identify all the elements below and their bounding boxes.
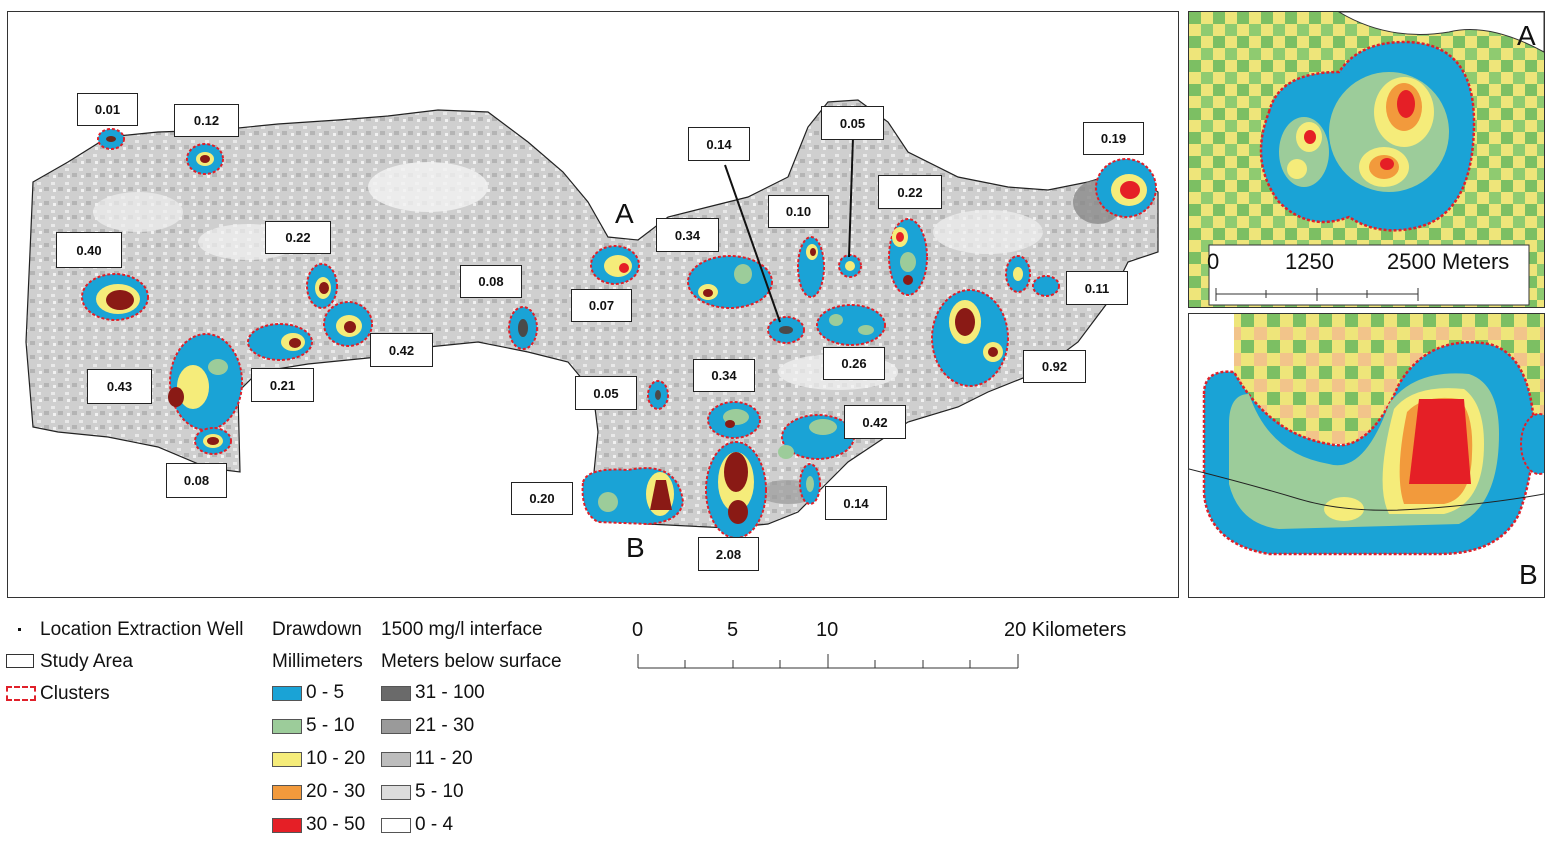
cluster-c13 bbox=[797, 236, 825, 298]
interface-swatch bbox=[381, 752, 411, 767]
cluster-value-label: 0.34 bbox=[693, 359, 755, 392]
interface-swatch bbox=[381, 719, 411, 734]
cluster-c21 bbox=[707, 401, 761, 439]
inset-scale-label: 2500 Meters bbox=[1387, 249, 1510, 274]
scale-bar-graphic bbox=[637, 654, 1019, 669]
legend-well-label: Location Extraction Well bbox=[40, 619, 244, 640]
cluster-c6 bbox=[247, 323, 313, 361]
drawdown-label: 0 - 5 bbox=[306, 682, 345, 703]
inset-marker-a: A bbox=[615, 198, 634, 229]
cluster-c4 bbox=[306, 263, 338, 309]
interface-label: 0 - 4 bbox=[415, 814, 454, 835]
cluster-c7 bbox=[323, 301, 373, 347]
cluster-c24 bbox=[705, 441, 767, 539]
cluster-value-label: 0.01 bbox=[77, 93, 138, 126]
cluster-c16 bbox=[1095, 158, 1157, 218]
cluster-c25 bbox=[799, 463, 821, 505]
drawdown-swatch bbox=[272, 752, 302, 767]
cluster-value-label: 0.08 bbox=[460, 265, 522, 298]
cluster-c11 bbox=[687, 255, 773, 309]
legend-clusters-label: Clusters bbox=[40, 683, 110, 704]
cluster-value-label: 0.42 bbox=[844, 405, 906, 439]
inset-a-letter: A bbox=[1517, 20, 1536, 51]
cluster-c18 bbox=[816, 304, 886, 346]
cluster-c12 bbox=[767, 316, 805, 344]
cluster-value-label: 0.22 bbox=[265, 221, 331, 254]
inset-scale-label: 1250 bbox=[1285, 249, 1334, 274]
cluster-value-label: 0.11 bbox=[1066, 271, 1128, 305]
drawdown-label: 5 - 10 bbox=[306, 715, 355, 736]
inset-a-canvas bbox=[1189, 12, 1544, 307]
drawdown-swatch bbox=[272, 785, 302, 800]
main-map: 0.01 0.12 0.40 0.22 0.43 0.21 0.42 0.08 … bbox=[7, 11, 1179, 598]
cluster-c5 bbox=[168, 333, 243, 431]
drawdown-swatch bbox=[272, 719, 302, 734]
cluster-value-label: 2.08 bbox=[698, 537, 759, 571]
cluster-value-label: 0.26 bbox=[823, 347, 885, 380]
scale-label: 0 bbox=[632, 619, 644, 641]
inset-marker-b: B bbox=[626, 532, 645, 563]
cluster-c15 bbox=[888, 218, 928, 296]
cluster-c1 bbox=[97, 128, 125, 150]
legend-interface-unit: Meters below surface bbox=[381, 651, 562, 672]
inset-b-canvas bbox=[1189, 314, 1544, 597]
cluster-value-label: 0.10 bbox=[768, 195, 829, 228]
scale-label: 10 bbox=[816, 619, 839, 641]
cluster-value-label: 0.40 bbox=[56, 232, 122, 268]
cluster-value-label: 0.34 bbox=[656, 218, 719, 252]
study-area-icon bbox=[6, 654, 34, 668]
interface-label: 21 - 30 bbox=[415, 715, 475, 736]
cluster-value-label: 0.21 bbox=[251, 368, 314, 402]
cluster-c19 bbox=[931, 289, 1009, 387]
interface-label: 5 - 10 bbox=[415, 781, 464, 802]
cluster-value-label: 0.43 bbox=[87, 369, 152, 404]
legend-drawdown-unit: Millimeters bbox=[272, 651, 363, 672]
cluster-c20 bbox=[647, 380, 669, 410]
cluster-c10 bbox=[590, 245, 640, 285]
drawdown-label: 20 - 30 bbox=[306, 781, 366, 802]
cluster-value-label: 0.08 bbox=[166, 463, 227, 498]
cluster-c3 bbox=[81, 273, 149, 321]
interface-label: 31 - 100 bbox=[415, 682, 485, 703]
inset-map-b: B bbox=[1188, 313, 1545, 598]
cluster-c2 bbox=[186, 143, 224, 175]
scale-label: 20 Kilometers bbox=[1004, 619, 1127, 641]
cluster-value-label: 0.12 bbox=[174, 104, 239, 137]
cluster-c14 bbox=[838, 254, 862, 278]
drawdown-label: 30 - 50 bbox=[306, 814, 366, 835]
inset-b-letter: B bbox=[1519, 559, 1538, 590]
cluster-value-label: 0.42 bbox=[370, 333, 433, 367]
drawdown-label: 10 - 20 bbox=[306, 748, 366, 769]
drawdown-swatch bbox=[272, 686, 302, 701]
legend-study-area-label: Study Area bbox=[40, 651, 133, 672]
cluster-value-label: 0.05 bbox=[575, 376, 637, 410]
cluster-value-label: 0.19 bbox=[1083, 122, 1144, 155]
cluster-value-label: 0.22 bbox=[878, 175, 942, 209]
cluster-value-label: 0.14 bbox=[825, 486, 887, 520]
leader-line bbox=[848, 136, 854, 258]
drawdown-swatch bbox=[272, 818, 302, 833]
legend-drawdown-title: Drawdown bbox=[272, 619, 362, 640]
scale-label: 5 bbox=[727, 619, 739, 641]
interface-swatch bbox=[381, 785, 411, 800]
cluster-c8 bbox=[194, 427, 232, 455]
cluster-c23 bbox=[581, 467, 685, 526]
interface-label: 11 - 20 bbox=[415, 748, 473, 769]
interface-swatch bbox=[381, 686, 411, 701]
well-point-icon bbox=[18, 628, 21, 631]
cluster-value-label: 0.05 bbox=[821, 106, 884, 140]
cluster-c17 bbox=[1005, 255, 1060, 297]
cluster-value-label: 0.07 bbox=[571, 289, 632, 322]
cluster-value-label: 0.92 bbox=[1023, 350, 1086, 383]
clusters-outline-icon bbox=[6, 686, 36, 701]
legend-interface-title: 1500 mg/l interface bbox=[381, 619, 543, 640]
interface-swatch bbox=[381, 818, 411, 833]
inset-scale-label: 0 bbox=[1207, 249, 1220, 274]
leader-line bbox=[724, 164, 781, 323]
inset-map-a: A 0 1250 2500 Meters bbox=[1188, 11, 1545, 308]
cluster-value-label: 0.20 bbox=[511, 482, 573, 515]
clusters bbox=[81, 128, 1157, 539]
cluster-value-label: 0.14 bbox=[688, 127, 750, 161]
cluster-c9 bbox=[508, 306, 538, 350]
